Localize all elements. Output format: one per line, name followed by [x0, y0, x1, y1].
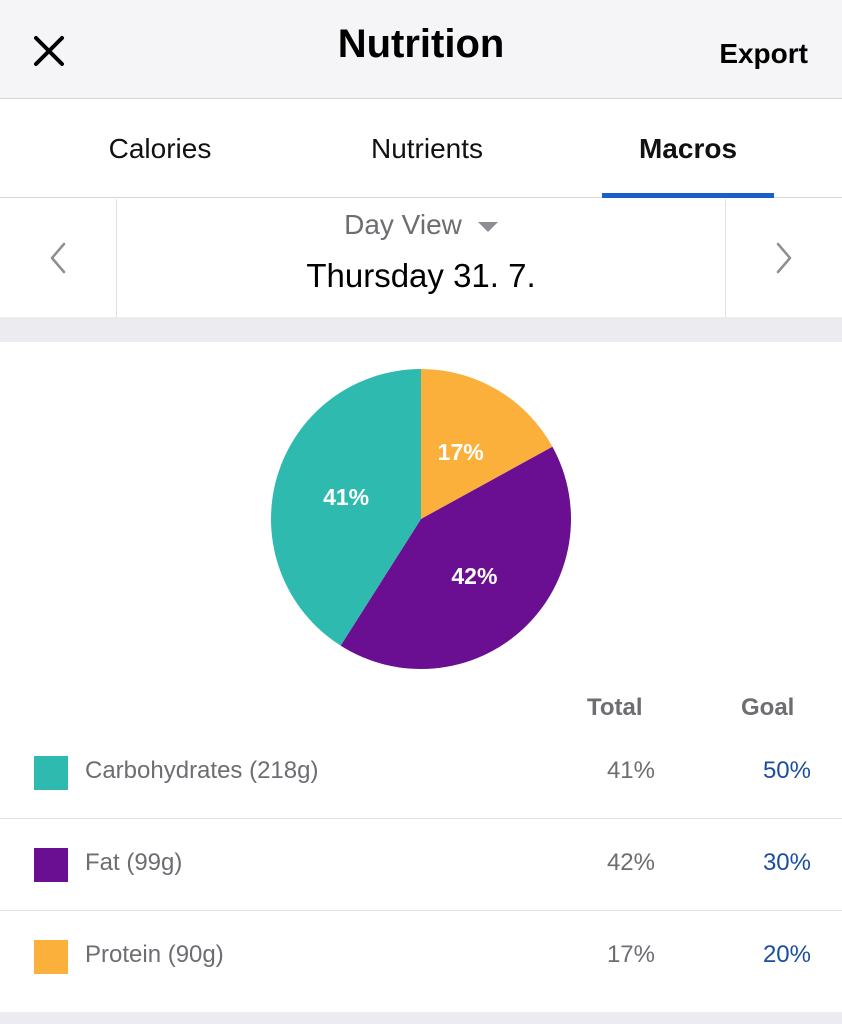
macro-label: Carbohydrates (218g) — [85, 757, 319, 784]
chevron-left-icon — [50, 242, 66, 274]
caret-down-icon — [477, 221, 498, 232]
macro-goal: 50% — [762, 757, 811, 784]
page-title: Nutrition — [337, 22, 505, 66]
tab-calories[interactable]: Calories — [108, 133, 212, 164]
tab-macros[interactable]: Macros — [638, 133, 738, 164]
tab-nutrients[interactable]: Nutrients — [370, 133, 484, 164]
protein-color-swatch — [34, 940, 68, 974]
pie-slice-fat — [340, 446, 571, 669]
macros-pie-chart: 17% 42% 41% — [270, 369, 571, 669]
tab-bar: Calories Nutrients Macros — [0, 100, 842, 198]
total-column-header: Total — [587, 694, 643, 721]
section-separator — [0, 317, 842, 342]
goal-column-header: Goal — [741, 694, 795, 721]
view-mode-label: Day View — [344, 209, 462, 240]
day-navigator: Day View Thursday 31. 7. — [0, 199, 842, 317]
macro-total: 17% — [606, 941, 655, 968]
next-day-button[interactable] — [725, 199, 842, 317]
pie-slice-carbohydrates — [270, 369, 421, 646]
macro-total: 41% — [606, 757, 655, 784]
pie-label-fat: 42% — [451, 563, 497, 589]
previous-day-button[interactable] — [0, 199, 117, 317]
pie-label-protein: 17% — [438, 439, 484, 465]
fat-color-swatch — [34, 848, 68, 882]
macro-label: Fat (99g) — [85, 849, 183, 876]
top-bar: Nutrition Export — [0, 0, 842, 99]
macro-row-fat: Fat (99g) 42% 30% — [0, 819, 842, 911]
close-icon — [34, 36, 64, 66]
macro-goal: 30% — [762, 849, 811, 876]
macro-goal: 20% — [762, 941, 811, 968]
chevron-right-icon — [776, 242, 792, 274]
pie-slice-protein — [421, 369, 553, 519]
pie-label-carbohydrates: 41% — [323, 484, 369, 510]
macro-label: Protein (90g) — [85, 941, 224, 968]
macro-total: 42% — [606, 849, 655, 876]
macro-row-protein: Protein (90g) 17% 20% — [0, 911, 842, 1003]
carbohydrates-color-swatch — [34, 756, 68, 790]
close-button[interactable] — [26, 26, 74, 74]
current-date: Thursday 31. 7. — [306, 257, 536, 294]
active-tab-indicator — [602, 193, 774, 198]
macro-row-carbohydrates: Carbohydrates (218g) 41% 50% — [0, 727, 842, 819]
bottom-separator — [0, 1012, 842, 1024]
export-button[interactable]: Export — [719, 38, 808, 69]
view-mode-dropdown[interactable]: Day View — [117, 209, 725, 241]
